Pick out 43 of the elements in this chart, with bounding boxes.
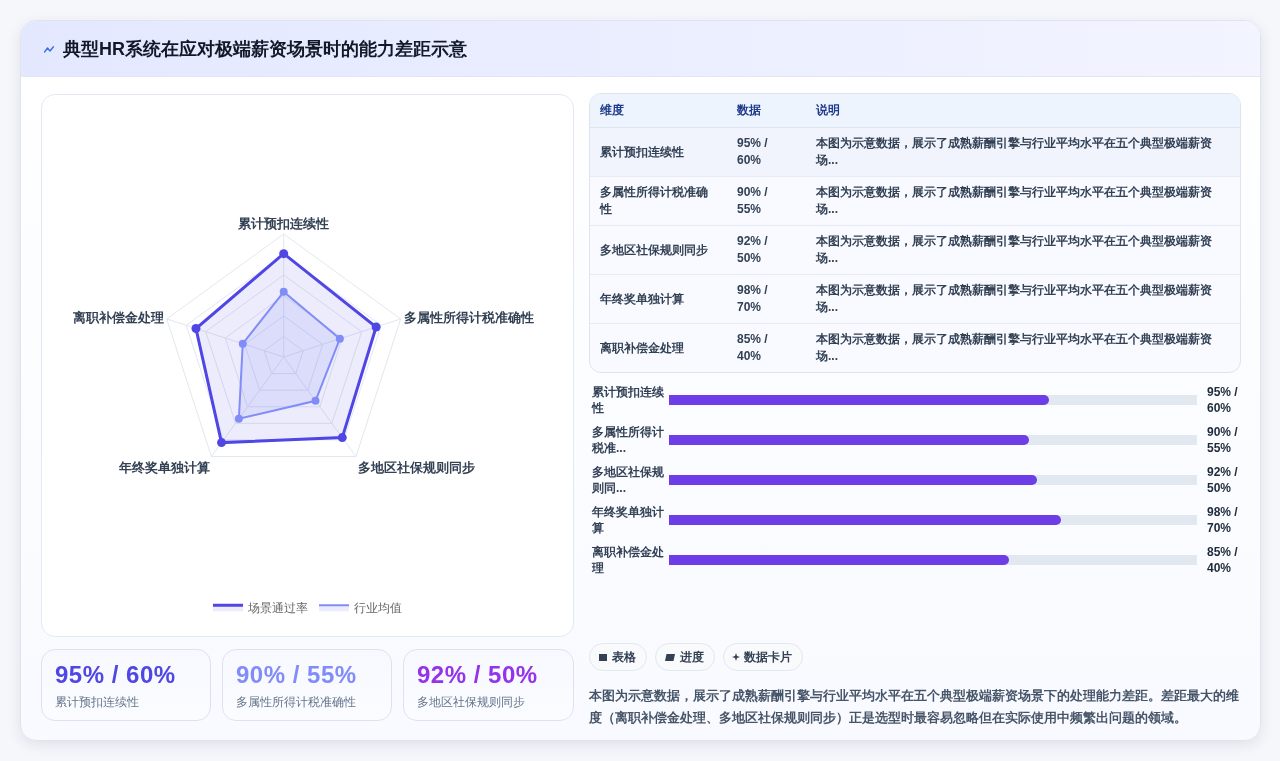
y-tick-label: 年终奖单独计算 [591, 505, 664, 535]
text: 本图为示意数据，展示了成熟薪酬引擎与行业平均水平在五个典型极端薪资场... [806, 127, 1242, 177]
spoke-label: 多属性所得计税准确性 [403, 309, 534, 325]
y-tick-label: 累计预扣连续性 [591, 385, 665, 415]
text: 本图为示意数据，展示了成熟薪酬引擎与行业平均水平在五个典型极端薪资场... [806, 274, 1242, 324]
data-label: 92% / 50% [1207, 465, 1239, 495]
text: 90% / 55% [236, 661, 357, 689]
text: 98% / 70% [727, 274, 806, 324]
text: 表格 [612, 649, 636, 666]
text: 维度 [590, 94, 727, 128]
text: 92% / 50% [417, 661, 538, 689]
spoke-label: 累计预扣连续性 [237, 216, 330, 232]
text: 数据 [727, 94, 806, 128]
legend-label: 场景通过率 [247, 601, 308, 616]
text: 多属性所得计税准确性 [236, 694, 356, 711]
text: 多地区社保规则同步 [590, 225, 727, 275]
text: 多地区社保规则同步 [417, 694, 525, 711]
spoke-label: 多地区社保规则同步 [357, 460, 475, 476]
text: 95% / 60% [55, 661, 176, 689]
text: 本图为示意数据，展示了成熟薪酬引擎与行业平均水平在五个典型极端薪资场... [806, 176, 1242, 226]
data-label: 98% / 70% [1207, 505, 1239, 535]
spoke-label: 离职补偿金处理 [71, 309, 164, 325]
y-tick-label: 多属性所得计税准... [591, 425, 664, 455]
spoke-label: 年终奖单独计算 [117, 460, 210, 476]
text: 本图为示意数据，展示了成熟薪酬引擎与行业平均水平在五个典型极端薪资场... [814, 331, 1213, 365]
text: 进度 [680, 649, 704, 666]
text: 累计预扣连续性 [55, 694, 139, 711]
text: 说明 [806, 94, 1242, 128]
y-tick-label: 离职补偿金处理 [591, 545, 664, 575]
text: 85% / 40% [736, 331, 769, 365]
text: 95% / 60% [727, 127, 806, 177]
data-label: 90% / 55% [1207, 425, 1239, 455]
text: 本图为示意数据，展示了成熟薪酬引擎与行业平均水平在五个典型极端薪资场景下的处理能力差距。差距最大的维度（离职补偿金处理、多地区社保规则同步）正是选型时最容易忽略但在实际使用中频繁出问题的领域。 [589, 687, 1240, 727]
y-tick-label: 多地区社保规则同... [591, 465, 665, 495]
legend-label: 行业均值 [354, 601, 402, 616]
data-label: 85% / 40% [1207, 545, 1239, 575]
text: 92% / 50% [727, 225, 806, 275]
data-label: 95% / 60% [1207, 385, 1239, 415]
text: 本图为示意数据，展示了成熟薪酬引擎与行业平均水平在五个典型极端薪资场... [806, 225, 1242, 275]
text: 数据卡片 [744, 649, 792, 666]
text: 多属性所得计税准确性 [590, 176, 727, 226]
chart-title: 典型HR系统在应对极端薪资场景时的能力差距示意 [63, 38, 467, 61]
text: 90% / 55% [727, 176, 806, 226]
